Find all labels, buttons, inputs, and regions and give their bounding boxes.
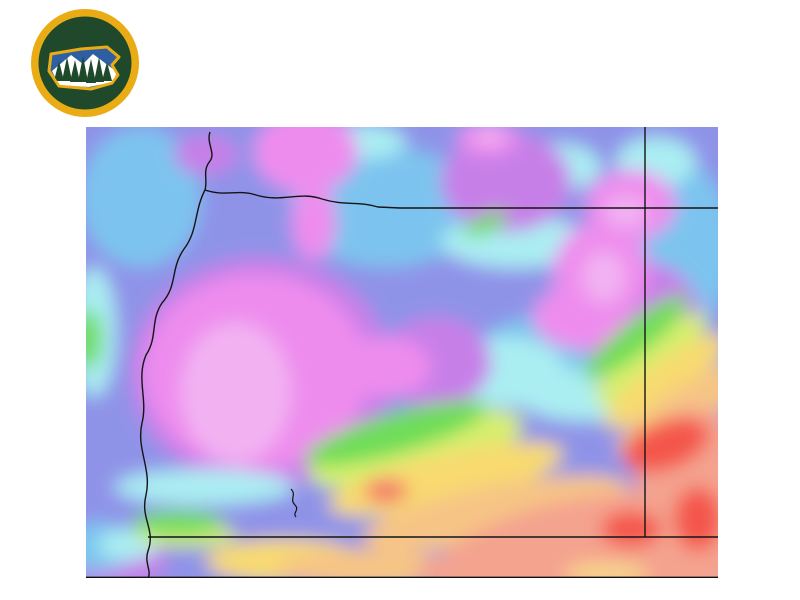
state-borders [140,127,718,578]
streamline-map [86,127,718,578]
wind-speed-scale [26,150,90,495]
lake-squiggle [290,488,298,518]
north-border-river [204,189,718,209]
odf-logo [31,9,139,117]
layer-line [146,57,154,86]
valid-time-line [148,90,190,109]
logo-trees [54,56,112,83]
wind-speed-shading [86,127,718,578]
logo-oregon-emblem [47,45,121,91]
coastline [140,131,213,578]
